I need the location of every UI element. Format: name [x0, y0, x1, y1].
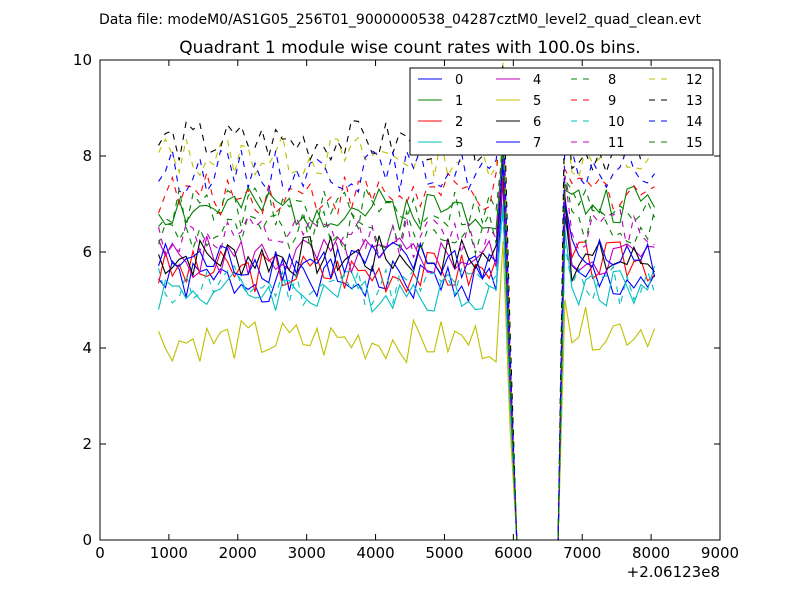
x-tick-label: 8000 [632, 544, 670, 562]
x-tick-label: 2000 [219, 544, 257, 562]
axis-ticks: 0 1000 2000 3000 4000 5000 6000 7000 8000 9000 0 2 4… [73, 51, 739, 562]
x-tick-label: 7000 [563, 544, 601, 562]
series-line-12 [158, 62, 656, 541]
legend-label: 8 [608, 73, 616, 88]
legend-label: 7 [533, 136, 541, 151]
y-tick-label: 10 [73, 51, 92, 69]
legend-label: 12 [686, 73, 703, 88]
legend-label: 0 [455, 73, 463, 88]
series-line-8 [158, 127, 656, 541]
legend-label: 5 [533, 94, 541, 109]
series-line-7 [158, 158, 656, 541]
series-line-10 [158, 212, 656, 541]
series-line-4 [158, 162, 655, 541]
chart-suptitle: Data file: modeM0/AS1G05_256T01_90000005… [99, 12, 701, 28]
y-tick-label: 4 [82, 339, 92, 357]
x-tick-label: 9000 [701, 544, 739, 562]
series-line-2 [158, 178, 655, 541]
series-line-3 [158, 203, 656, 541]
legend-label: 9 [608, 94, 616, 109]
series-line-13 [158, 64, 656, 541]
x-tick-label: 5000 [425, 544, 463, 562]
x-tick-label: 6000 [494, 544, 532, 562]
x-tick-label: 4000 [356, 544, 394, 562]
x-tick-label: 1000 [150, 544, 188, 562]
legend-label: 14 [686, 115, 703, 130]
y-tick-label: 2 [82, 435, 92, 453]
x-offset-label: +2.06123e8 [627, 563, 720, 581]
legend-label: 4 [533, 73, 541, 88]
legend-label: 1 [455, 94, 463, 109]
series-line-0 [158, 179, 656, 541]
legend-label: 13 [686, 94, 703, 109]
y-tick-label: 0 [82, 531, 92, 549]
series-line-11 [158, 137, 655, 541]
series-line-5 [158, 241, 656, 541]
series-line-1 [158, 147, 656, 541]
legend-label: 6 [533, 115, 541, 130]
legend-label: 2 [455, 115, 463, 130]
legend-label: 11 [608, 136, 625, 151]
legend-label: 3 [455, 136, 463, 151]
legend-box [409, 67, 714, 156]
y-tick-label: 6 [82, 243, 92, 261]
plot-frame [99, 59, 721, 541]
series-layer [158, 62, 656, 541]
x-tick-label: 0 [95, 544, 105, 562]
y-tick-label: 8 [82, 147, 92, 165]
chart-title: Quadrant 1 module wise count rates with … [179, 38, 640, 58]
legend-label: 15 [686, 136, 703, 151]
x-tick-label: 3000 [288, 544, 326, 562]
series-line-9 [158, 114, 655, 541]
legend-label: 10 [608, 115, 625, 130]
